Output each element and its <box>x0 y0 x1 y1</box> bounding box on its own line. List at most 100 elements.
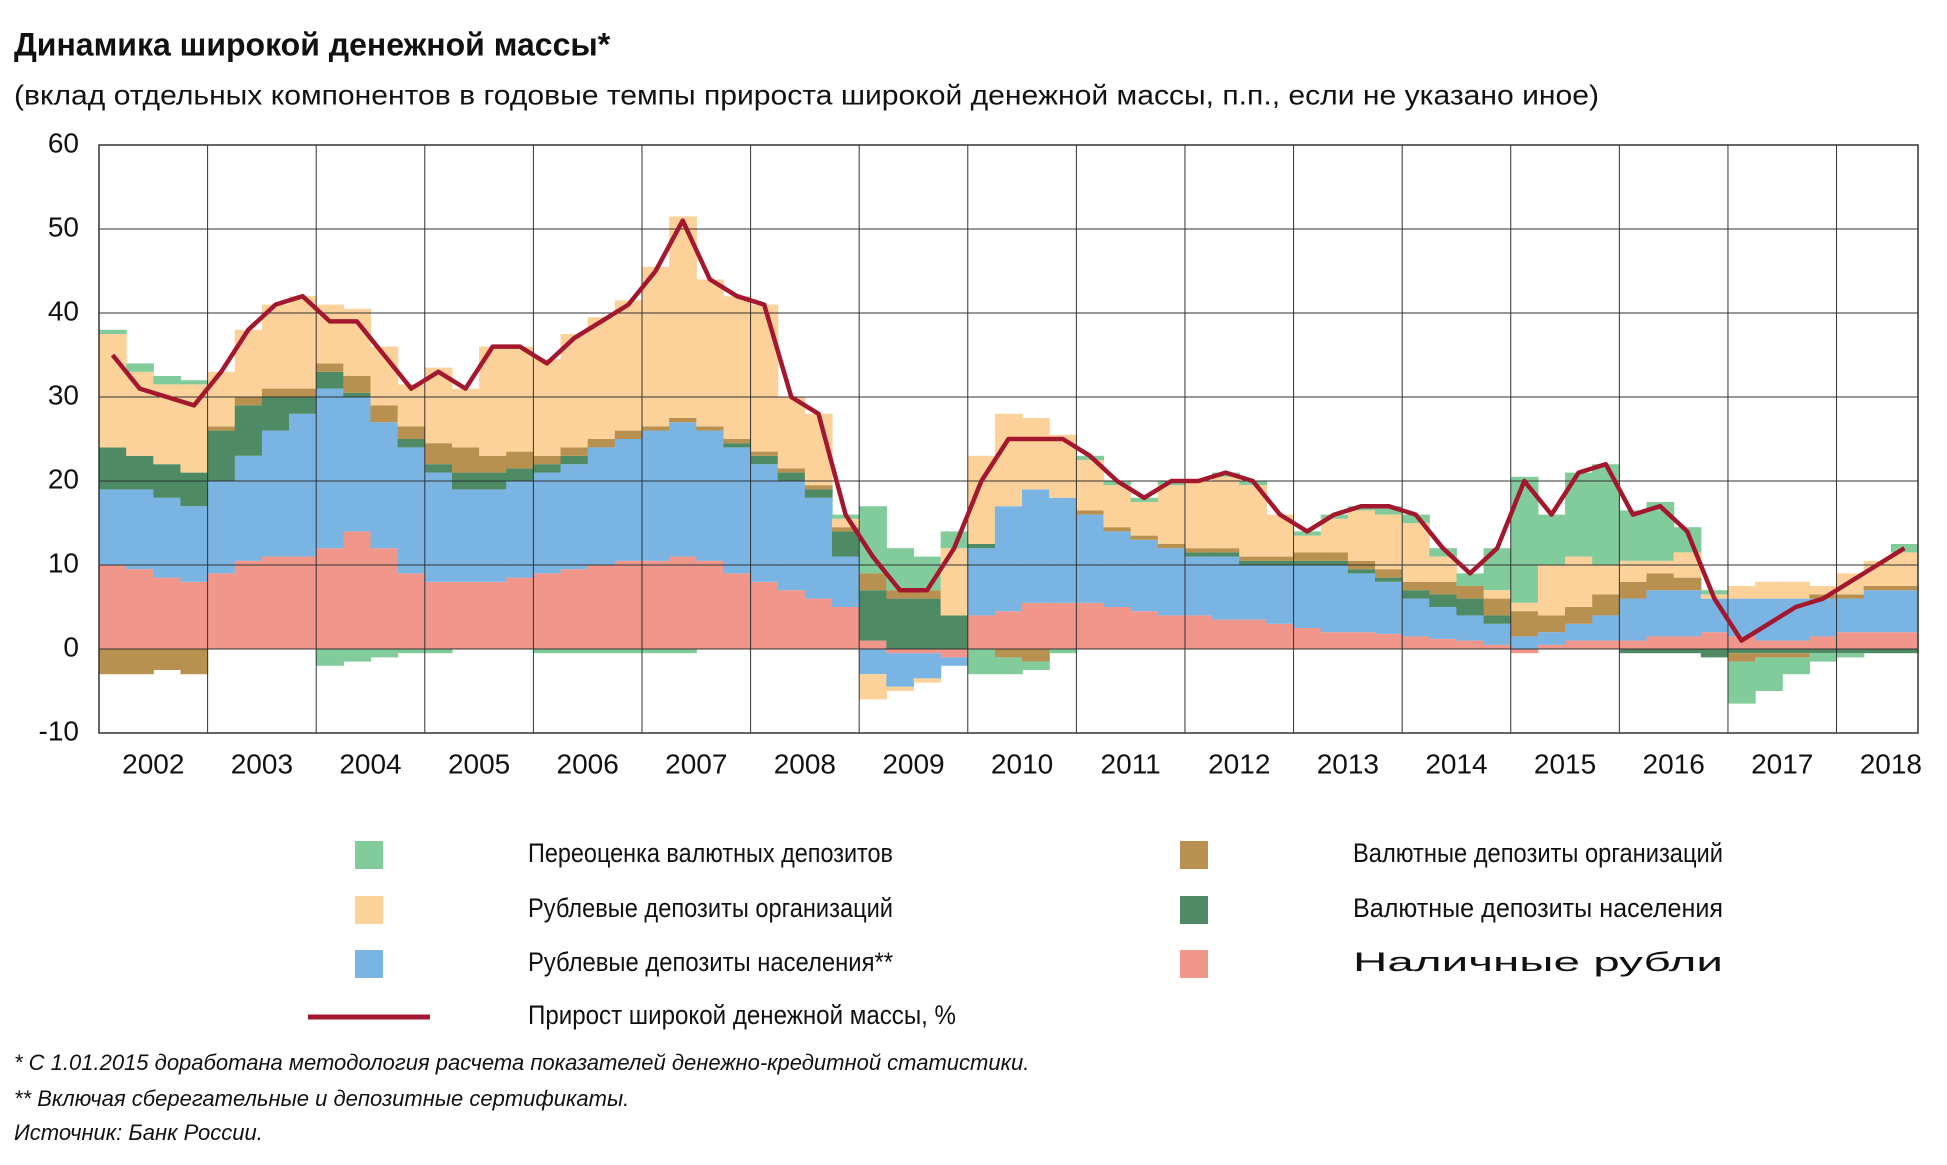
area-segment <box>1293 552 1322 561</box>
area-segment <box>859 674 887 700</box>
area-segment <box>1076 514 1105 603</box>
area-segment <box>1619 640 1648 649</box>
area-segment <box>289 556 317 649</box>
area-segment <box>614 430 643 439</box>
area-segment <box>1483 644 1512 649</box>
area-segment <box>1130 502 1159 536</box>
x-tick-label: 2015 <box>1534 748 1596 779</box>
area-segment <box>1402 514 1430 523</box>
area-segment <box>261 388 290 397</box>
area-segment <box>533 359 562 456</box>
area-segment <box>506 451 534 469</box>
area-segment <box>560 649 589 654</box>
area-segment <box>1727 661 1756 704</box>
area-segment <box>1076 602 1105 649</box>
area-segment <box>1537 644 1566 649</box>
area-segment <box>967 544 996 549</box>
area-segment <box>370 405 399 423</box>
area-segment <box>99 565 127 649</box>
area-segment <box>1184 556 1213 616</box>
legend-swatch <box>355 841 383 869</box>
area-segment <box>587 649 616 654</box>
area-segment <box>859 640 887 649</box>
area-segment <box>1483 615 1512 624</box>
area-segment <box>1863 632 1892 649</box>
area-segment <box>859 649 887 675</box>
x-tick-label: 2016 <box>1643 748 1705 779</box>
area-segment <box>750 304 779 452</box>
area-segment <box>560 455 589 465</box>
area-segment <box>1809 649 1838 654</box>
area-segment <box>614 300 643 431</box>
area-segment <box>397 447 426 574</box>
area-segment <box>424 581 453 649</box>
area-segment <box>1646 649 1675 654</box>
legend-swatch <box>1180 950 1208 978</box>
area-segment <box>343 531 372 649</box>
area-segment <box>1646 502 1675 561</box>
area-segment <box>180 506 209 582</box>
area-segment <box>994 413 1023 507</box>
area-segment <box>99 489 127 565</box>
area-segment <box>1782 653 1811 658</box>
x-tick-label: 2014 <box>1425 748 1487 779</box>
area-segment <box>1212 556 1240 620</box>
area-segment <box>1537 615 1566 633</box>
area-segment <box>1103 527 1132 532</box>
area-segment <box>1212 548 1240 553</box>
area-segment <box>832 531 860 557</box>
area-segment <box>1429 607 1458 639</box>
area-segment <box>1076 460 1105 511</box>
area-segment <box>886 590 915 599</box>
area-segment <box>1890 552 1919 586</box>
area-segment <box>1293 560 1322 565</box>
area-segment <box>1375 633 1403 649</box>
area-segment <box>1836 594 1865 599</box>
area-segment <box>1429 594 1458 607</box>
area-segment <box>1755 657 1783 691</box>
area-segment <box>1890 586 1919 591</box>
area-segment <box>696 426 725 431</box>
x-tick-label: 2012 <box>1208 748 1270 779</box>
area-segment <box>940 548 969 616</box>
area-segment <box>1266 623 1295 649</box>
y-tick-label: 20 <box>48 463 79 494</box>
area-segment <box>1239 619 1268 649</box>
area-segment <box>1727 653 1756 662</box>
area-segment <box>1863 649 1892 654</box>
area-segment <box>1049 602 1077 649</box>
area-segment <box>1755 581 1783 599</box>
area-segment <box>234 397 263 406</box>
area-segment <box>370 548 399 649</box>
legend-label: Наличные рубли <box>1353 947 1723 977</box>
area-segment <box>913 653 942 679</box>
area-segment <box>1239 560 1268 565</box>
area-segment <box>1565 556 1593 607</box>
area-segment <box>1755 649 1783 654</box>
chart-subtitle: (вклад отдельных компонентов в годовые т… <box>14 79 1599 110</box>
area-segment <box>289 388 317 397</box>
area-segment <box>1537 632 1566 645</box>
area-segment <box>641 266 670 427</box>
area-segment <box>1646 636 1675 649</box>
area-segment <box>1049 649 1077 654</box>
area-segment <box>180 384 209 473</box>
area-segment <box>1836 632 1865 649</box>
area-segment <box>479 455 507 473</box>
area-segment <box>1510 602 1539 612</box>
area-segment <box>1456 615 1485 641</box>
y-tick-label: 60 <box>48 127 79 158</box>
area-segment <box>343 308 372 376</box>
area-segment <box>316 388 344 549</box>
area-segment <box>1375 569 1403 578</box>
area-segment <box>234 405 263 456</box>
area-segment <box>696 560 725 649</box>
area-segment <box>1619 510 1648 561</box>
area-segment <box>1537 514 1566 565</box>
area-segment <box>1402 581 1430 591</box>
area-segment <box>614 649 643 654</box>
area-segment <box>1890 544 1919 553</box>
area-segment <box>886 649 915 654</box>
area-segment <box>1646 590 1675 637</box>
